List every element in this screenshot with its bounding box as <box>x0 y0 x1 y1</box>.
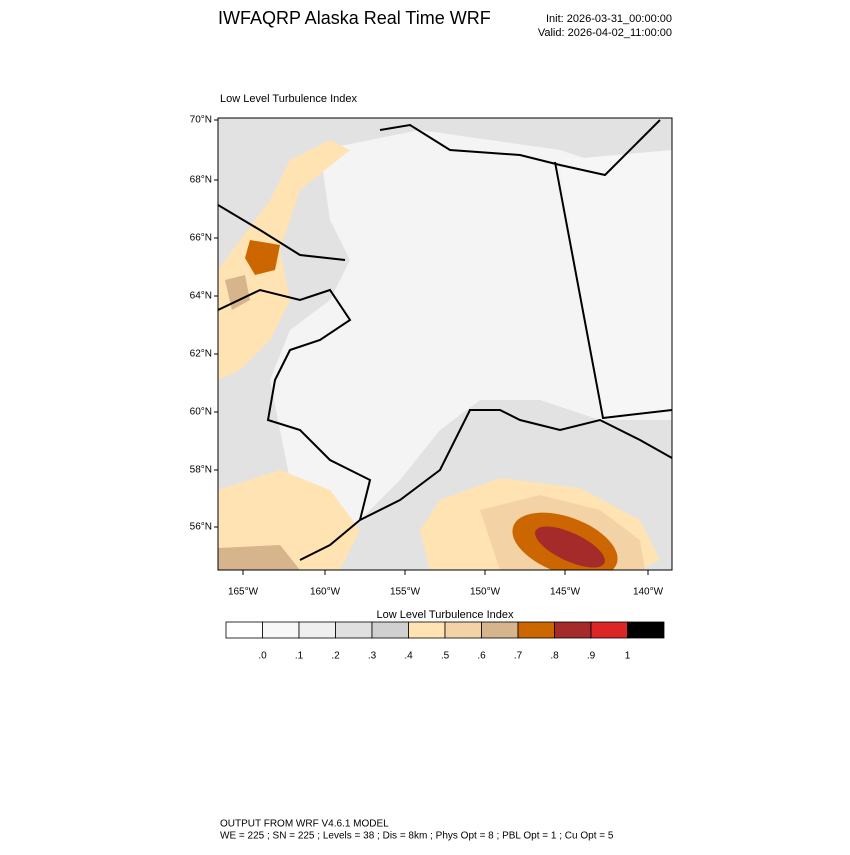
lat-label: 60°N <box>190 407 212 418</box>
colorbar-box <box>554 621 592 639</box>
lon-label: 140°W <box>633 587 664 598</box>
valid-time: Valid: 2026-04-02_11:00:00 <box>538 27 672 39</box>
colorbar-title: Low Level Turbulence Index <box>377 609 514 621</box>
title: IWFAQRP Alaska Real Time WRF <box>218 8 491 28</box>
init-time: Init: 2026-03-31_00:00:00 <box>546 13 672 25</box>
lat-label: 62°N <box>190 349 212 360</box>
lon-label: 145°W <box>550 587 581 598</box>
lon-label: 160°W <box>310 587 341 598</box>
lat-label: 66°N <box>190 233 212 244</box>
colorbar-label: .3 <box>368 651 377 662</box>
lat-label: 58°N <box>190 465 212 476</box>
colorbar-label: .9 <box>587 651 596 662</box>
colorbar-box <box>335 621 373 639</box>
lon-label: 165°W <box>228 587 259 598</box>
colorbar-box <box>371 621 409 639</box>
colorbar-label: .1 <box>295 651 304 662</box>
colorbar-box <box>627 621 665 639</box>
colorbar-box <box>262 621 300 639</box>
colorbar-label: .7 <box>514 651 523 662</box>
lon-label: 150°W <box>470 587 501 598</box>
lon-label: 155°W <box>390 587 421 598</box>
colorbar-box <box>408 621 446 639</box>
lat-label: 56°N <box>190 522 212 533</box>
lat-label: 68°N <box>190 175 212 186</box>
map-title: Low Level Turbulence Index <box>220 93 357 105</box>
colorbar-box <box>225 621 263 639</box>
colorbar-label: .5 <box>441 651 450 662</box>
colorbar-label: .0 <box>258 651 267 662</box>
colorbar-box <box>444 621 482 639</box>
colorbar-box <box>481 621 519 639</box>
lat-label: 70°N <box>190 115 212 126</box>
colorbar-box <box>517 621 555 639</box>
colorbar-label: .6 <box>477 651 486 662</box>
colorbar-box <box>298 621 336 639</box>
colorbar-box <box>590 621 628 639</box>
colorbar-label: .4 <box>404 651 413 662</box>
colorbar-label: .2 <box>331 651 340 662</box>
colorbar-label: 1 <box>625 651 631 662</box>
footer-line: WE = 225 ; SN = 225 ; Levels = 38 ; Dis … <box>220 831 614 842</box>
footer-line: OUTPUT FROM WRF V4.6.1 MODEL <box>220 819 389 830</box>
map-field <box>217 117 673 571</box>
lat-label: 64°N <box>190 291 212 302</box>
colorbar-label: .8 <box>550 651 559 662</box>
